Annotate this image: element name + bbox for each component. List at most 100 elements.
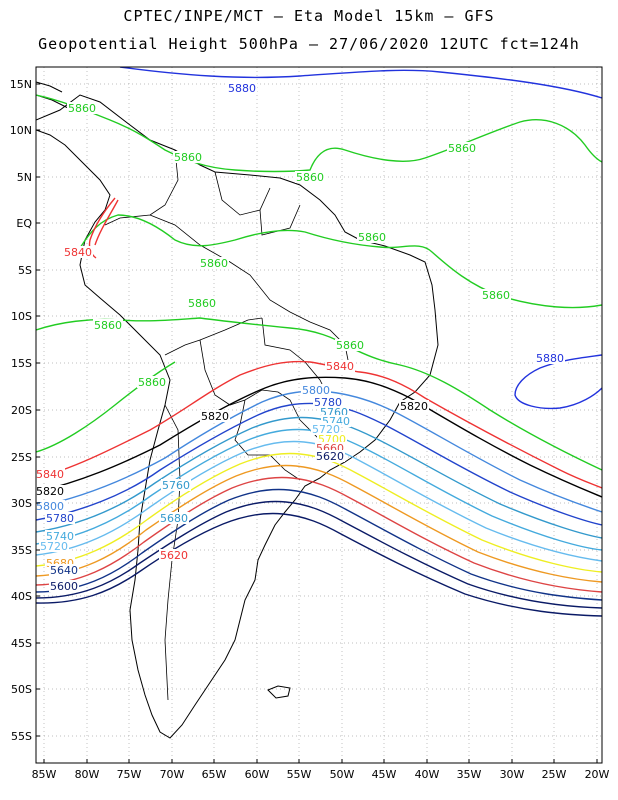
- lat-tick-label: 50S: [11, 683, 32, 696]
- contour-label-bg: [227, 82, 257, 94]
- contour-label: 5720: [312, 423, 340, 436]
- lat-tick-label: 5S: [18, 264, 32, 277]
- contour-label: 5860: [448, 142, 476, 155]
- lat-tick-label: 10S: [11, 310, 32, 323]
- graticule-grid: [36, 67, 602, 763]
- lat-tick-label: 30S: [11, 497, 32, 510]
- contour-line-5620: [36, 500, 602, 609]
- contour-label: 5880: [228, 82, 256, 95]
- lon-tick-label: 70W: [160, 768, 185, 781]
- contour-line-5660: [36, 476, 602, 593]
- falkland-islands: [267, 685, 291, 699]
- contour-label: 5820: [36, 485, 64, 498]
- contour-label-bg: [161, 479, 191, 491]
- lat-tick-label: 10N: [10, 124, 32, 137]
- contour-label-bg: [45, 530, 75, 542]
- contour-label: 5840: [64, 246, 92, 259]
- contour-label: 5860: [174, 151, 202, 164]
- lat-tick-label: EQ: [16, 217, 32, 230]
- contour-label: 5680: [160, 512, 188, 525]
- contour-label-bg: [199, 257, 229, 269]
- contour-label: 5800: [302, 384, 330, 397]
- contour-label: 5860: [358, 231, 386, 244]
- contour-label-bg: [301, 384, 331, 396]
- lat-tick-label: 45S: [11, 637, 32, 650]
- contour-label-bg: [93, 319, 123, 331]
- contour-label: 5620: [160, 549, 188, 562]
- contour-label-bg: [357, 231, 387, 243]
- coastline-south-america: [36, 94, 439, 739]
- lat-tick-label: 40S: [11, 590, 32, 603]
- lon-tick-label: 35W: [457, 768, 482, 781]
- contour-line-5600: [36, 512, 602, 617]
- contour-label: 5860: [188, 297, 216, 310]
- contour-line-5740: [36, 428, 602, 551]
- lon-tick-label: 30W: [500, 768, 525, 781]
- contour-label-bg: [137, 376, 167, 388]
- contour-label-bg: [535, 352, 565, 364]
- map-frame: [35, 66, 603, 764]
- contour-line-5820: [36, 376, 602, 498]
- contour-label-bg: [313, 396, 343, 408]
- contour-label: 5820: [201, 410, 229, 423]
- axis-ticks: 15N 10N 5N EQ 5S 10S 15S 20S 25S 30S 35S 40S 45S 50S 5…: [10, 78, 610, 781]
- contour-label-bg: [67, 102, 97, 114]
- contour-line-5860: [36, 94, 602, 173]
- contour-label-bg: [173, 151, 203, 163]
- contour-label-bg: [325, 360, 355, 372]
- contour-label-bg: [481, 289, 511, 301]
- contour-label: 5860: [482, 289, 510, 302]
- contour-label-bg: [295, 171, 325, 183]
- contour-label-bg: [35, 485, 65, 497]
- lon-tick-label: 20W: [585, 768, 610, 781]
- contour-line-5840: [88, 197, 119, 259]
- contour-label: 5860: [94, 319, 122, 332]
- contour-label-bg: [159, 549, 189, 561]
- contour-line-5860: [79, 214, 602, 309]
- contour-label-bg: [35, 468, 65, 480]
- contour-label: 5860: [336, 339, 364, 352]
- contour-label: 5880: [536, 352, 564, 365]
- contour-label: 5820: [400, 400, 428, 413]
- lon-tick-label: 45W: [372, 768, 397, 781]
- contour-line-5700: [36, 452, 602, 573]
- contour-line-5860: [36, 317, 602, 471]
- lon-tick-label: 40W: [415, 768, 440, 781]
- lat-tick-label: 20S: [11, 404, 32, 417]
- contour-label: 5640: [50, 564, 78, 577]
- contour-label: 5780: [46, 512, 74, 525]
- contour-label: 5860: [200, 257, 228, 270]
- contour-label: 5760: [162, 479, 190, 492]
- contour-label-bg: [159, 512, 189, 524]
- contour-label-bg: [311, 423, 341, 435]
- contour-label-bg: [39, 540, 69, 552]
- lat-tick-label: 15N: [10, 78, 32, 91]
- lon-tick-label: 75W: [117, 768, 142, 781]
- contour-label: 5800: [36, 500, 64, 513]
- contour-label-bg: [447, 142, 477, 154]
- lat-tick-label: 35S: [11, 544, 32, 557]
- contour-label-bg: [399, 400, 429, 412]
- contour-label: 5860: [296, 171, 324, 184]
- lon-tick-label: 55W: [287, 768, 312, 781]
- contour-label-bg: [200, 410, 230, 422]
- contour-label: 5840: [36, 468, 64, 481]
- contour-label: 5840: [326, 360, 354, 373]
- contour-label: 5740: [46, 530, 74, 543]
- lat-tick-label: 55S: [11, 730, 32, 743]
- contour-line-5880: [119, 67, 602, 99]
- contour-label-bg: [49, 580, 79, 592]
- contour-label-bg: [315, 450, 345, 462]
- height-contours: [36, 67, 602, 617]
- contour-label: 5860: [138, 376, 166, 389]
- contour-line-5780: [36, 402, 602, 526]
- contour-label-bg: [63, 246, 93, 258]
- lon-tick-label: 80W: [75, 768, 100, 781]
- lat-tick-label: 5N: [17, 171, 32, 184]
- contour-label-bg: [45, 512, 75, 524]
- contour-line-5640: [36, 488, 602, 601]
- map-title-line1: CPTEC/INPE/MCT – Eta Model 15km – GFS: [123, 7, 495, 25]
- contour-label-bg: [49, 564, 79, 576]
- contour-line-5720: [36, 440, 602, 562]
- map-title-line2: Geopotential Height 500hPa – 27/06/2020 …: [38, 35, 580, 53]
